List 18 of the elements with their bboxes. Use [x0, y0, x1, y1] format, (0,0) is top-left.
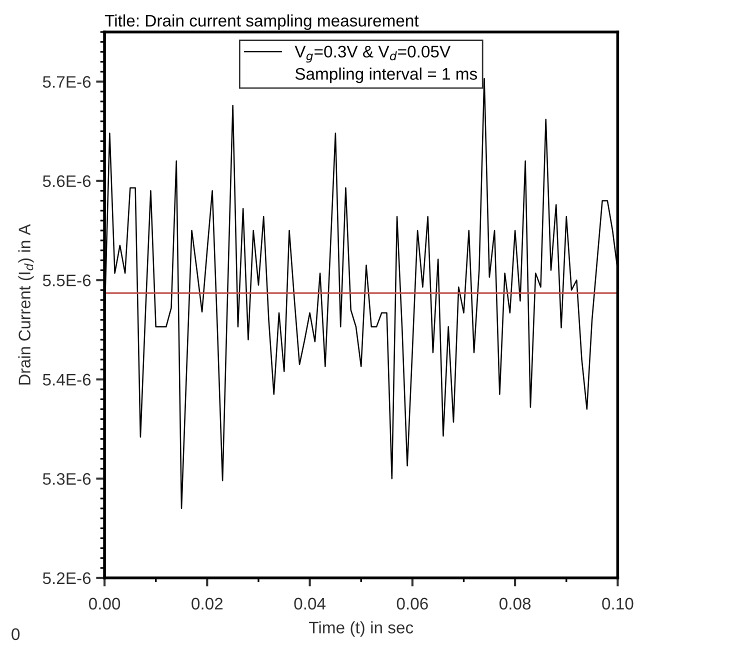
y-tick-label: 5.3E-6 [42, 473, 91, 485]
y-tick-label: 5.4E-6 [42, 374, 91, 386]
x-axis-title: Time (t) in sec [309, 621, 414, 637]
annotation: Sampling interval = 1 ms [295, 68, 477, 84]
x-tick-label: 0.06 [396, 598, 428, 610]
y-tick-label: 5.6E-6 [42, 175, 91, 188]
text: 0 [12, 628, 20, 640]
x-tick-label: 0.00 [88, 598, 120, 610]
chart-title: Title: Drain current sampling measurement [104, 14, 419, 30]
x-tick-label: 0.02 [192, 598, 223, 610]
legend-label: V$_{g}$=0.3V & V$_{d}$=0.05V [294, 46, 451, 63]
y-tick-label: 5.7E-6 [42, 76, 91, 88]
y-tick-label: 5.2E-6 [42, 572, 91, 584]
x-tick-label: 0.04 [294, 598, 326, 610]
x-tick-label: 0.08 [499, 598, 531, 610]
x-tick-label: 0.10 [602, 598, 634, 610]
y-tick-label: 5.5E-6 [42, 274, 91, 286]
y-axis-title: Drain Current (I$_{d}$) in A [18, 224, 34, 384]
